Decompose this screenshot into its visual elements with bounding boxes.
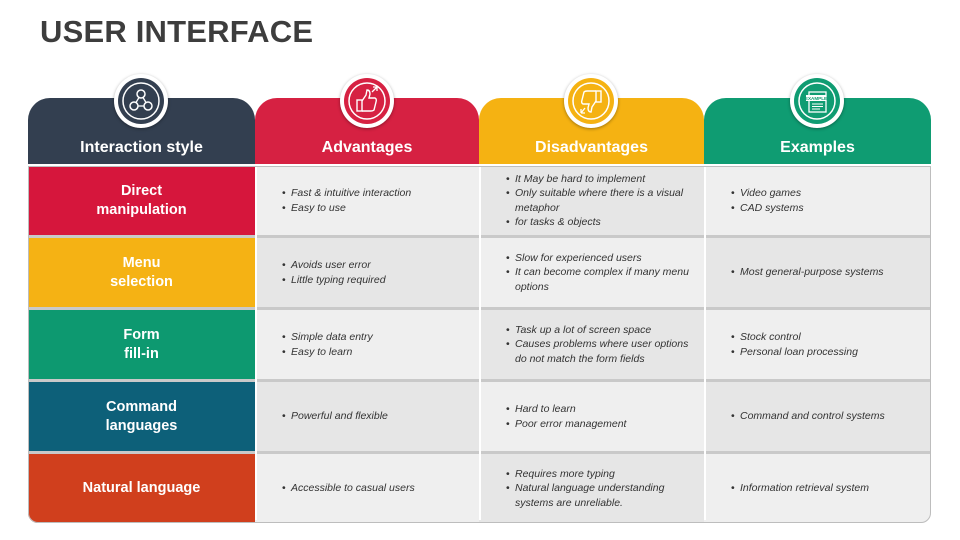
row-style-label: Natural language: [28, 454, 255, 523]
bullet-list: Task up a lot of screen spaceCauses prob…: [506, 323, 696, 367]
cell-examples: Stock controlPersonal loan processing: [704, 310, 931, 379]
bullet-item: Avoids user error: [282, 258, 386, 273]
bullet-item: Stock control: [731, 330, 858, 345]
bullet-item: Natural language understanding systems a…: [506, 481, 696, 510]
header-label-examples: Examples: [780, 139, 855, 156]
bullet-item: It can become complex if many menu optio…: [506, 265, 696, 294]
cell-advantages: Avoids user errorLittle typing required: [255, 238, 479, 307]
cell-advantages: Simple data entryEasy to learn: [255, 310, 479, 379]
bullet-item: Information retrieval system: [731, 481, 869, 496]
header-examples: EXAMPLE Examples: [704, 74, 931, 164]
cell-examples: Most general-purpose systems: [704, 238, 931, 307]
bullet-item: Poor error management: [506, 417, 627, 432]
bullet-item: Most general-purpose systems: [731, 265, 884, 280]
example-document-icon: EXAMPLE: [794, 78, 840, 124]
cell-advantages: Fast & intuitive interactionEasy to use: [255, 166, 479, 235]
users-network-icon: [118, 78, 164, 124]
bullet-item: Powerful and flexible: [282, 409, 388, 424]
header-label-disadvantages: Disadvantages: [535, 139, 648, 156]
cell-advantages: Powerful and flexible: [255, 382, 479, 451]
header-advantages: Advantages: [255, 74, 479, 164]
bullet-item: CAD systems: [731, 201, 804, 216]
bullet-item: Easy to use: [282, 201, 411, 216]
cell-examples: Information retrieval system: [704, 454, 931, 523]
header-label-interaction-style: Interaction style: [80, 139, 203, 156]
bullet-item: Only suitable where there is a visual me…: [506, 186, 696, 215]
cell-disadvantages: Requires more typingNatural language und…: [479, 454, 704, 523]
header-disadvantages: Disadvantages: [479, 74, 704, 164]
bullet-item: Causes problems where user options do no…: [506, 337, 696, 366]
row-style-label: Direct manipulation: [28, 166, 255, 235]
example-icon-text: EXAMPLE: [805, 96, 827, 101]
bullet-list: Slow for experienced usersIt can become …: [506, 251, 696, 295]
table-row: Menu selection Avoids user errorLittle ty…: [28, 238, 931, 307]
bullet-item: Fast & intuitive interaction: [282, 186, 411, 201]
bullet-list: It May be hard to implementOnly suitable…: [506, 172, 696, 230]
bullet-list: Video gamesCAD systems: [731, 186, 804, 216]
badge-disadvantages: [564, 74, 618, 128]
bullet-list: Most general-purpose systems: [731, 265, 884, 280]
cell-disadvantages: It May be hard to implementOnly suitable…: [479, 166, 704, 235]
bullet-list: Hard to learnPoor error management: [506, 402, 627, 432]
cell-disadvantages: Task up a lot of screen spaceCauses prob…: [479, 310, 704, 379]
bullet-list: Avoids user errorLittle typing required: [282, 258, 386, 288]
bullet-list: Fast & intuitive interactionEasy to use: [282, 186, 411, 216]
page-title: USER INTERFACE: [40, 14, 314, 49]
table-row: Direct manipulation Fast & intuitive inte…: [28, 166, 931, 235]
bullet-item: Slow for experienced users: [506, 251, 696, 266]
bullet-item: Video games: [731, 186, 804, 201]
row-style-label: Menu selection: [28, 238, 255, 307]
table-row: Natural language Accessible to casual use…: [28, 454, 931, 523]
bullet-item: Easy to learn: [282, 345, 373, 360]
bullet-item: Little typing required: [282, 273, 386, 288]
cell-advantages: Accessible to casual users: [255, 454, 479, 523]
header-interaction-style: Interaction style: [28, 74, 255, 164]
bullet-list: Command and control systems: [731, 409, 885, 424]
bullet-list: Accessible to casual users: [282, 481, 415, 496]
bullet-item: Requires more typing: [506, 467, 696, 482]
row-style-label: Form fill-in: [28, 310, 255, 379]
bullet-list: Stock controlPersonal loan processing: [731, 330, 858, 360]
bullet-list: Powerful and flexible: [282, 409, 388, 424]
row-style-label: Command languages: [28, 382, 255, 451]
cell-disadvantages: Hard to learnPoor error management: [479, 382, 704, 451]
header-label-advantages: Advantages: [321, 139, 413, 156]
thumbs-down-icon: [568, 78, 614, 124]
bullet-item: for tasks & objects: [506, 215, 696, 230]
bullet-list: Simple data entryEasy to learn: [282, 330, 373, 360]
table-row: Command languages Powerful and flexible Ha…: [28, 382, 931, 451]
bullet-item: Personal loan processing: [731, 345, 858, 360]
cell-examples: Command and control systems: [704, 382, 931, 451]
table-row: Form fill-in Simple data entryEasy to lea…: [28, 310, 931, 379]
cell-disadvantages: Slow for experienced usersIt can become …: [479, 238, 704, 307]
badge-interaction-style: [114, 74, 168, 128]
bullet-item: Command and control systems: [731, 409, 885, 424]
bullet-item: It May be hard to implement: [506, 172, 696, 187]
badge-advantages: [340, 74, 394, 128]
bullet-item: Hard to learn: [506, 402, 626, 417]
cell-examples: Video gamesCAD systems: [704, 166, 931, 235]
bullet-item: Task up a lot of screen space: [506, 323, 696, 338]
thumbs-up-icon: [344, 78, 390, 124]
bullet-list: Information retrieval system: [731, 481, 869, 496]
badge-examples: EXAMPLE: [790, 74, 844, 128]
bullet-item: Simple data entry: [282, 330, 373, 345]
interface-table: Interaction style Advantages: [28, 74, 931, 523]
bullet-list: Requires more typingNatural language und…: [506, 467, 696, 511]
bullet-item: Accessible to casual users: [282, 481, 415, 496]
